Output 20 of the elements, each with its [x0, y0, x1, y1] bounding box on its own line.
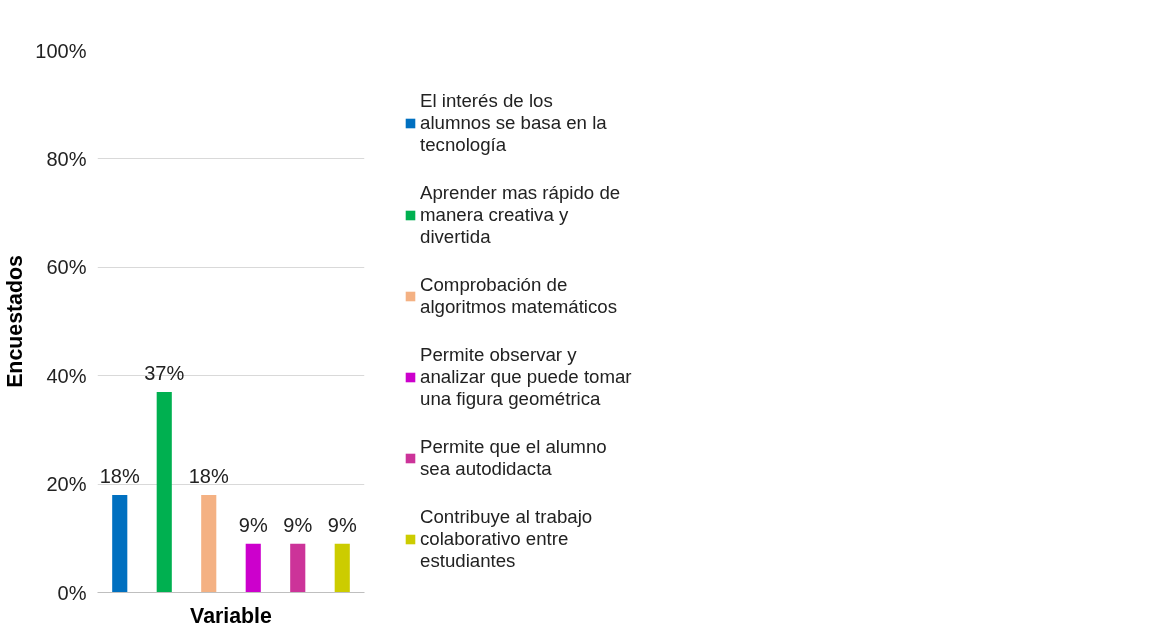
data-label: 9% [238, 513, 268, 536]
x-axis-title: Variable [190, 603, 273, 628]
legend-label: Contribuye al trabajo colaborativo entre estudiantes [420, 506, 593, 572]
y-axis-title: Encuestados [3, 255, 28, 388]
data-label: 18% [99, 464, 140, 487]
data-label: 9% [283, 513, 313, 536]
data-label: 9% [327, 513, 357, 536]
legend-label: Permite que el alumno sea autodidacta [420, 436, 607, 480]
data-label: 18% [188, 464, 229, 487]
legend-label: Aprender mas rápido de manera creativa y divertida [420, 182, 621, 248]
legend-label: El interés de los alumnos se basa en la tecnología [420, 90, 607, 156]
y-tick-label: 80% [46, 147, 87, 170]
y-tick-label: 20% [46, 473, 87, 496]
legend-label: Comprobación de algoritmos matemáticos [420, 274, 617, 318]
y-tick-label: 40% [46, 364, 87, 387]
y-tick-label: 60% [46, 256, 87, 279]
y-tick-label: 100% [35, 39, 87, 62]
legend-label: Permite observar y analizar que puede tomar una figura geométrica [420, 344, 632, 410]
data-label: 37% [144, 361, 185, 384]
y-tick-label: 0% [57, 581, 87, 604]
